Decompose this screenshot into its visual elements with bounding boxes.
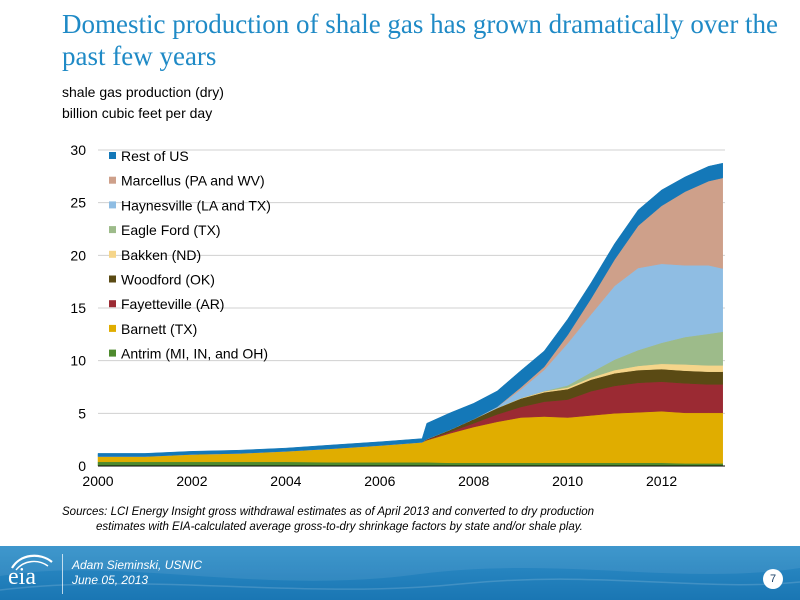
- legend-swatch: [109, 300, 116, 308]
- legend-swatch: [109, 349, 116, 357]
- legend-label: Barnett (TX): [121, 321, 197, 337]
- legend-swatch: [109, 275, 116, 283]
- presenter-info: Adam Sieminski, USNIC June 05, 2013: [72, 558, 202, 588]
- subtitle-unit: billion cubic feet per day: [62, 105, 213, 121]
- y-tick-label: 25: [70, 195, 86, 211]
- sources-line-2: estimates with EIA-calculated average gr…: [96, 521, 583, 533]
- legend-label: Eagle Ford (TX): [121, 222, 221, 238]
- y-tick-label: 15: [70, 300, 86, 316]
- sources-note: Sources: LCI Energy Insight gross withdr…: [62, 505, 762, 535]
- legend-label: Bakken (ND): [121, 247, 201, 263]
- legend-label: Rest of US: [121, 148, 189, 164]
- x-tick-label: 2008: [458, 473, 489, 489]
- eia-logo-text: eia: [8, 564, 36, 590]
- slide-title: Domestic production of shale gas has gro…: [62, 9, 779, 71]
- sources-line-1: Sources: LCI Energy Insight gross withdr…: [62, 506, 595, 518]
- x-tick-label: 2000: [82, 473, 113, 489]
- page-number: 7: [763, 569, 783, 589]
- legend-swatch: [109, 324, 116, 332]
- area-series: [97, 162, 723, 457]
- footer-divider: [62, 554, 63, 594]
- footer-wave-decoration: [0, 546, 800, 591]
- legend-label: Haynesville (LA and TX): [121, 197, 271, 213]
- legend-label: Woodford (OK): [121, 272, 215, 288]
- presentation-date: June 05, 2013: [72, 573, 149, 587]
- y-tick-label: 20: [70, 247, 86, 263]
- y-tick-label: 0: [78, 458, 86, 474]
- chart-subtitle: shale gas production (dry) billion cubic…: [62, 82, 224, 124]
- subtitle-measure: shale gas production (dry): [62, 84, 224, 100]
- legend-swatch: [109, 226, 116, 234]
- legend-label: Marcellus (PA and WV): [121, 173, 265, 189]
- x-tick-label: 2002: [176, 473, 207, 489]
- area-series: [97, 410, 723, 464]
- eia-logo-icon: [11, 554, 53, 571]
- legend-swatch: [109, 152, 116, 159]
- stacked-area-chart: 0 5 10 15 20 25 30 2000 2002 2004 2006 2008 2010 2012…: [70, 142, 725, 489]
- y-tick-label: 5: [78, 405, 86, 421]
- x-tick-label: 2006: [364, 473, 395, 489]
- legend-label: Antrim (MI, IN, and OH): [121, 346, 268, 362]
- legend-swatch: [109, 176, 116, 184]
- legend-swatch: [109, 201, 116, 209]
- presenter-name: Adam Sieminski, USNIC: [72, 558, 203, 572]
- legend-label: Fayetteville (AR): [121, 296, 224, 312]
- footer-bar: eia Adam Sieminski, USNIC June 05, 2013 …: [0, 546, 800, 600]
- y-tick-label: 10: [70, 353, 86, 369]
- y-tick-label: 30: [70, 142, 86, 158]
- x-tick-label: 2012: [646, 473, 677, 489]
- x-tick-label: 2010: [552, 473, 583, 489]
- x-tick-label: 2004: [270, 473, 301, 489]
- legend-swatch: [109, 250, 116, 258]
